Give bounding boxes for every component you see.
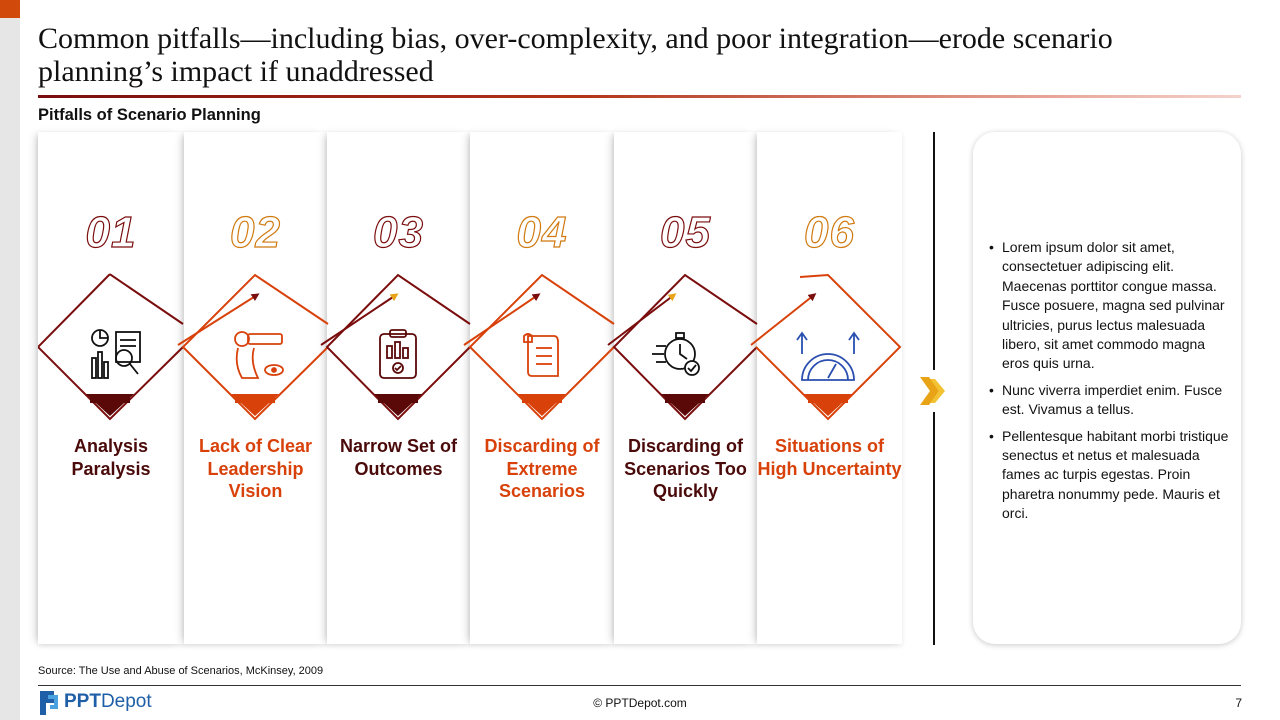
- pptdepot-logo-icon: [40, 691, 58, 715]
- pitfall-card-1: 01 Analysis Paralysis: [38, 132, 184, 644]
- title-underline: [38, 95, 1241, 98]
- pitfall-label: Discarding of Scenarios Too Quickly: [624, 436, 747, 501]
- notes-bullet: Lorem ipsum dolor sit amet, consectetuer…: [987, 238, 1229, 374]
- pitfall-label: Analysis Paralysis: [71, 436, 151, 479]
- speedometer-arrows-icon: [796, 331, 860, 381]
- copyright-text: © PPTDepot.com: [593, 696, 687, 710]
- stopwatch-check-icon: [652, 332, 700, 376]
- clipboard-checklist-icon: [379, 329, 417, 379]
- notes-bullet: Pellentesque habitant morbi tristique se…: [987, 427, 1229, 524]
- chevron-right-icon: [920, 377, 945, 405]
- connector-arrows: [177, 293, 817, 346]
- pitfall-card-3: 03 Narrow Set of Outcomes: [327, 132, 470, 644]
- pitfall-label: Narrow Set of Outcomes: [339, 436, 458, 479]
- logo-rest: Depot: [100, 691, 152, 712]
- pitfall-cards: 01 Analysis Paralysis 02 Lack of Clear L…: [38, 132, 902, 644]
- scroll-document-icon: [523, 333, 559, 377]
- pitfall-card-2: 02 Lack of Clear Leadership Vision: [184, 132, 327, 644]
- analysis-report-icon: [91, 329, 141, 379]
- page-number: 7: [1235, 696, 1242, 710]
- notes-bullet: Nunc viverra imperdiet enim. Fusce est. …: [987, 381, 1229, 420]
- pitfall-number: 03: [372, 207, 424, 257]
- pitfall-number: 02: [229, 207, 281, 257]
- section-subtitle: Pitfalls of Scenario Planning: [38, 106, 261, 124]
- pitfall-number: 04: [516, 207, 568, 257]
- pitfall-number: 01: [85, 207, 137, 257]
- telescope-vision-icon: [234, 331, 284, 379]
- left-accent-block: [0, 0, 20, 18]
- pitfall-card-6: 06 Situations of High Uncertainty: [757, 132, 902, 644]
- notes-list: Lorem ipsum dolor sit amet, consectetuer…: [987, 238, 1229, 531]
- notes-panel: Lorem ipsum dolor sit amet, consectetuer…: [973, 132, 1241, 644]
- footer-divider: [38, 685, 1241, 686]
- pitfall-card-5: 05 Discarding of Scenarios Too Quickly: [614, 132, 757, 644]
- pitfall-label: Situations of High Uncertainty: [757, 436, 902, 479]
- diamond-bases: [86, 394, 852, 416]
- pitfall-graphics: [38, 273, 902, 421]
- pitfall-label: Lack of Clear Leadership Vision: [198, 436, 313, 501]
- source-note: Source: The Use and Abuse of Scenarios, …: [38, 665, 324, 677]
- pitfall-number: 06: [803, 207, 855, 257]
- logo-bold: PPT: [64, 691, 101, 712]
- slide-title: Common pitfalls—including bias, over-com…: [38, 22, 1113, 88]
- pitfall-number: 05: [659, 207, 711, 257]
- left-margin-strip: [0, 0, 20, 720]
- pitfall-label: Discarding of Extreme Scenarios: [484, 436, 600, 501]
- logo-wordmark: PPTDepot: [64, 691, 152, 713]
- pitfall-card-4: 04 Discarding of Extreme Scenarios: [470, 132, 614, 644]
